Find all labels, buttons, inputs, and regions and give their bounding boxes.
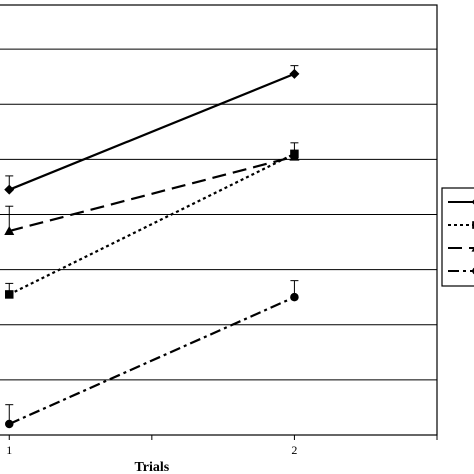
- x-tick-label: 1: [6, 443, 12, 457]
- legend: [441, 187, 474, 287]
- legend-marker-square: [472, 221, 474, 229]
- data-point-triangle: [289, 151, 300, 161]
- plot-area: [0, 4, 438, 436]
- data-point-diamond: [289, 68, 300, 79]
- data-point-triangle: [4, 226, 15, 236]
- series-circle: [5, 280, 299, 429]
- legend-marker-triangle: [471, 247, 474, 252]
- data-point-diamond: [4, 184, 15, 195]
- series-layer: [4, 65, 300, 429]
- series-line: [8, 155, 295, 233]
- series-triangle: [4, 150, 300, 236]
- series-diamond: [4, 65, 300, 195]
- data-point-circle: [5, 419, 14, 429]
- legend-marker-diamond: [471, 199, 474, 205]
- data-point-circle: [290, 292, 299, 302]
- series-line: [8, 296, 295, 425]
- data-point-square: [5, 290, 14, 299]
- series-line: [8, 72, 295, 191]
- x-axis-title: Trials: [134, 460, 169, 474]
- series-line: [8, 152, 295, 296]
- gridlines: [0, 48, 437, 381]
- legend-box: [441, 187, 474, 287]
- x-tick-label: 2: [291, 443, 297, 457]
